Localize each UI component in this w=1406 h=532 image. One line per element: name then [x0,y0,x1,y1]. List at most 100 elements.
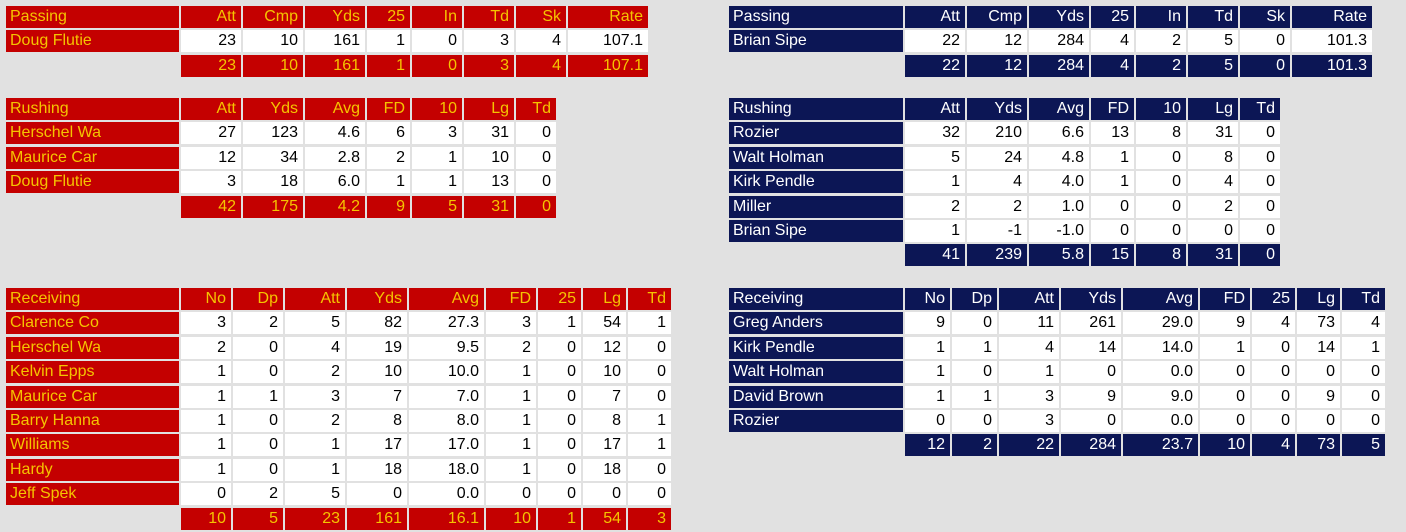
home-receiving-table: Receiving No Dp Att Yds Avg FD 25 Lg Td Clarence C… [6,288,673,532]
stat-cell: 3 [464,30,514,53]
stat-cell: 18 [243,171,303,194]
total-cell: 12 [967,54,1027,77]
total-cell: 31 [464,195,514,218]
stat-cell: 8.0 [409,409,484,432]
away-receiving-table: Receiving No Dp Att Yds Avg FD 25 Lg Td Greg Ander… [729,288,1387,459]
table-row: Brian Sipe 22 12 284 4 2 5 0 101.3 [729,30,1374,53]
stat-cell: 0 [538,409,581,432]
table-row: Herschel Wa 27 123 4.6 6 3 31 0 [6,122,558,145]
column-header: Lg [1297,288,1340,310]
total-cell: 175 [243,195,303,218]
column-header: Avg [305,98,365,120]
table-header-row: Passing Att Cmp Yds 25 In Td Sk Rate [729,6,1374,28]
table-row: Williams 1 0 1 17 17.0 1 0 17 1 [6,434,673,457]
section-title: Passing [729,6,903,28]
total-cell: 9 [367,195,410,218]
totals-spacer [6,55,179,77]
stat-cell: 0 [1136,171,1186,194]
stat-cell: 1 [1200,336,1250,359]
stat-cell: 0 [1240,30,1290,53]
totals-row: 23 10 161 1 0 3 4 107.1 [6,54,650,77]
stat-cell: 7 [347,385,407,408]
column-header: Rate [568,6,648,28]
table-header-row: Passing Att Cmp Yds 25 In Td Sk Rate [6,6,650,28]
total-cell: 10 [486,507,536,530]
stat-cell: 0.0 [1123,409,1198,432]
stat-cell: 0 [1091,219,1134,242]
stat-cell: 0 [538,361,581,384]
stat-cell: 4 [285,336,345,359]
player-name: Jeff Spek [6,483,179,506]
stat-cell: 13 [1091,122,1134,145]
stat-cell: 1 [905,171,965,194]
stat-cell: 0 [1252,385,1295,408]
player-name: Maurice Car [6,146,179,169]
totals-spacer [6,196,179,218]
column-header: Yds [967,98,1027,120]
stat-cell: 31 [464,122,514,145]
stat-cell: 0 [233,336,283,359]
total-cell: 23 [285,507,345,530]
stat-cell: 22 [905,30,965,53]
stat-cell: 8 [1136,122,1186,145]
stat-cell: 3 [999,385,1059,408]
stat-cell: 1 [999,361,1059,384]
column-header: Yds [1061,288,1121,310]
stat-cell: 73 [1297,312,1340,335]
stat-cell: 1 [1342,336,1385,359]
stat-cell: 0 [1061,409,1121,432]
stat-cell: 0 [1240,219,1280,242]
stat-cell: 82 [347,312,407,335]
table-row: Hardy 1 0 1 18 18.0 1 0 18 0 [6,458,673,481]
total-cell: 73 [1297,434,1340,457]
column-header: Avg [1123,288,1198,310]
stat-cell: 0 [516,146,556,169]
stat-cell: 107.1 [568,30,648,53]
table-row: Walt Holman 5 24 4.8 1 0 8 0 [729,146,1282,169]
stat-cell: 1 [181,409,231,432]
totals-row: 10 5 23 161 16.1 10 1 54 3 [6,507,673,530]
table-row: Doug Flutie 23 10 161 1 0 3 4 107.1 [6,30,650,53]
stat-cell: 0 [1061,361,1121,384]
column-header: Avg [1029,98,1089,120]
column-header: Td [516,98,556,120]
stat-cell: 1 [628,409,671,432]
total-cell: 5.8 [1029,244,1089,267]
totals-row: 42 175 4.2 9 5 31 0 [6,195,558,218]
player-name: Kelvin Epps [6,361,179,384]
table-header-row: Receiving No Dp Att Yds Avg FD 25 Lg Td [729,288,1387,310]
stat-cell: 0 [1240,195,1280,218]
player-name: Kirk Pendle [729,336,903,359]
section-title: Rushing [729,98,903,120]
totals-row: 41 239 5.8 15 8 31 0 [729,244,1282,267]
section-title: Receiving [6,288,179,310]
table-row: Clarence Co 3 2 5 82 27.3 3 1 54 1 [6,312,673,335]
stat-cell: 0 [1342,385,1385,408]
column-header: Rate [1292,6,1372,28]
stat-cell: 6.6 [1029,122,1089,145]
home-passing-table: Passing Att Cmp Yds 25 In Td Sk Rate Doug Flutie 2… [6,6,650,79]
stat-cell: 9.0 [1123,385,1198,408]
total-cell: 239 [967,244,1027,267]
player-name: Greg Anders [729,312,903,335]
stat-cell: 1.0 [1029,195,1089,218]
column-header: 25 [1252,288,1295,310]
stat-cell: 0 [952,312,997,335]
column-header: Td [1342,288,1385,310]
stat-cell: 1 [181,434,231,457]
stat-cell: 261 [1061,312,1121,335]
column-header: In [1136,6,1186,28]
stat-cell: 3 [181,171,241,194]
table-row: Maurice Car 1 1 3 7 7.0 1 0 7 0 [6,385,673,408]
stat-cell: 2 [967,195,1027,218]
column-header: Yds [243,98,303,120]
stat-cell: 0 [233,361,283,384]
stat-cell: 1 [181,458,231,481]
player-name: Miller [729,195,903,218]
total-cell: 10 [243,54,303,77]
column-header: Att [285,288,345,310]
stat-cell: 1 [486,434,536,457]
stat-cell: 0 [1342,361,1385,384]
column-header: Cmp [243,6,303,28]
total-cell: 5 [412,195,462,218]
